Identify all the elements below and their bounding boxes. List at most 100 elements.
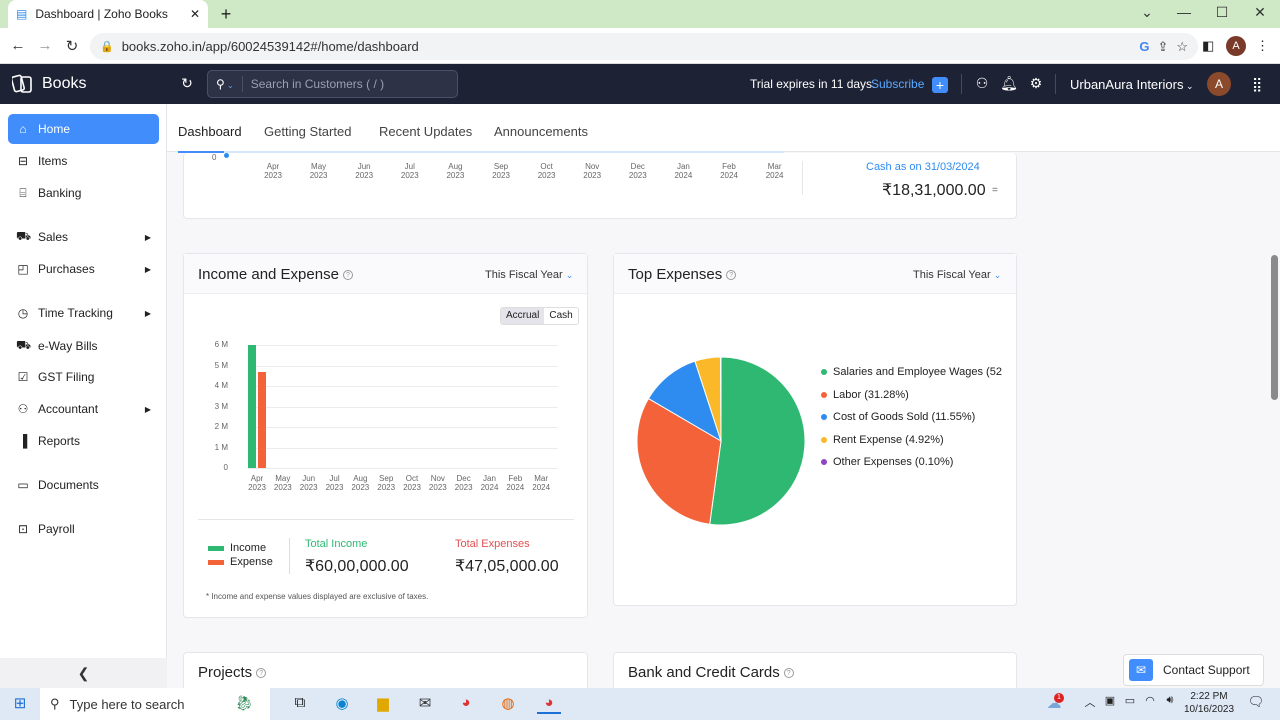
firefox-icon[interactable]: ◍ <box>501 695 515 712</box>
search-icon[interactable]: ⚲ ⌄ <box>216 77 234 91</box>
top-expenses-period-select[interactable]: This Fiscal Year ⌄ <box>913 269 1001 281</box>
browser-profile-avatar[interactable]: A <box>1226 36 1246 56</box>
share-icon[interactable]: ⇪ <box>1157 38 1169 54</box>
sidebar-item-gst-filing[interactable]: ☑ GST Filing <box>8 362 159 392</box>
page-scrollbar[interactable] <box>1271 255 1278 400</box>
income-bar[interactable] <box>248 345 256 468</box>
task-view-icon[interactable]: ⧉ <box>294 694 306 711</box>
close-window-icon[interactable]: ✕ <box>1254 4 1266 20</box>
help-icon[interactable]: ? <box>256 668 267 679</box>
google-icon[interactable]: G <box>1139 39 1150 54</box>
tab-recent-updates[interactable]: Recent Updates <box>379 124 473 139</box>
tab-getting-started[interactable]: Getting Started <box>264 124 352 139</box>
pie-slice[interactable] <box>709 356 806 526</box>
notification-center-icon[interactable]: 🗨︎ <box>1247 694 1265 709</box>
pie-slice[interactable] <box>636 397 722 525</box>
x-tick-label: Aug 2023 <box>351 474 370 492</box>
sidebar-item-accountant[interactable]: ⚇ Accountant ▶ <box>8 394 159 424</box>
tab-search-icon[interactable]: ⌄ <box>1141 4 1153 20</box>
chart-icon: ▐ <box>18 434 28 448</box>
meet-icon[interactable]: ▣ <box>1104 695 1116 707</box>
mail-app-icon[interactable]: ✉ <box>418 695 432 712</box>
income-expense-period-select[interactable]: This Fiscal Year ⌄ <box>485 269 573 281</box>
sidebar-item-banking[interactable]: ⌸ Banking <box>8 178 159 208</box>
truck-icon: ⛟ <box>16 338 32 352</box>
clock-icon: ◷ <box>17 306 29 320</box>
legend-dot <box>821 369 827 375</box>
search-input[interactable]: Search in Customers ( / ) <box>250 77 385 91</box>
header-divider-2 <box>1055 74 1056 94</box>
search-box[interactable]: ⚲ ⌄ Search in Customers ( / ) <box>207 70 458 98</box>
battery-icon[interactable]: ▭ <box>1124 695 1136 707</box>
gear-icon[interactable]: ⚙ <box>1029 75 1043 91</box>
sidebar-item-documents[interactable]: ▭ Documents <box>8 470 159 500</box>
collapse-sidebar-button[interactable]: ❮ <box>0 658 167 688</box>
tab-dashboard[interactable]: Dashboard <box>178 124 242 139</box>
tab-announcements[interactable]: Announcements <box>494 124 588 139</box>
browser-tab[interactable]: ▤ Dashboard | Zoho Books ✕ <box>8 0 208 28</box>
maximize-icon[interactable]: ☐ <box>1215 4 1229 20</box>
help-icon[interactable]: ? <box>726 270 737 281</box>
cashflow-point <box>224 153 229 158</box>
help-icon[interactable]: ? <box>342 270 353 281</box>
bell-icon[interactable]: 🔔︎ <box>1000 75 1018 91</box>
subscribe-link[interactable]: Subscribe <box>871 77 925 91</box>
gridline <box>248 406 558 408</box>
sidepanel-icon[interactable]: ◧ <box>1202 38 1215 53</box>
edge-icon[interactable]: ◉ <box>335 695 349 712</box>
volume-icon[interactable]: 🔊︎ <box>1166 694 1174 706</box>
dashboard-tabs <box>167 104 1280 152</box>
minimize-icon[interactable]: — <box>1177 4 1191 20</box>
close-tab-icon[interactable]: ✕ <box>189 7 200 21</box>
sidebar-item-home[interactable]: ⌂ Home <box>8 114 159 144</box>
help-icon[interactable]: ? <box>783 668 794 679</box>
taskbar-search-input[interactable]: Type here to search <box>69 696 185 712</box>
wifi-icon[interactable]: ◠ <box>1145 695 1155 707</box>
address-bar[interactable]: 🔒 books.zoho.in/app/60024539142#/home/da… <box>90 33 1198 60</box>
sidebar-item-purchases[interactable]: ◰ Purchases ▶ <box>8 254 159 284</box>
x-tick-label: Apr 2023 <box>248 474 266 492</box>
cash-toggle[interactable]: Cash <box>544 308 578 324</box>
dragon-widget-icon[interactable]: 🐉︎ <box>234 695 254 712</box>
quick-create-button[interactable]: + <box>932 77 948 93</box>
app-grid-icon[interactable]: ⣿ <box>1252 76 1263 92</box>
sidebar-item-time-tracking[interactable]: ◷ Time Tracking ▶ <box>8 298 159 328</box>
sidebar-item-label: Documents <box>38 478 99 492</box>
site-info-icon[interactable]: 🔒 <box>100 41 114 53</box>
expense-bar[interactable] <box>258 371 266 468</box>
pie-slice[interactable] <box>719 356 722 442</box>
new-tab-button[interactable]: + <box>220 4 232 24</box>
sidebar-item-items[interactable]: ⊟ Items <box>8 146 159 176</box>
expand-arrow-icon: ▶ <box>144 308 151 318</box>
sidebar-item-label: e-Way Bills <box>38 339 98 353</box>
pie-legend-item: Salaries and Employee Wages (52 <box>821 366 1006 378</box>
file-explorer-icon[interactable]: ▆ <box>377 695 389 712</box>
user-avatar[interactable]: A <box>1207 72 1231 96</box>
sidebar-item-sales[interactable]: ⛟ Sales ▶ <box>8 222 159 252</box>
browser-menu-icon[interactable]: ⋮ <box>1256 38 1269 53</box>
expand-arrow-icon: ▶ <box>144 404 151 414</box>
gridline <box>248 447 558 449</box>
chrome-icon[interactable]: ◕ <box>461 694 471 711</box>
back-icon[interactable]: ← <box>10 37 26 54</box>
books-logo[interactable]: Books <box>12 74 86 94</box>
gridline <box>248 345 558 346</box>
org-switcher[interactable]: UrbanAura Interiors ⌄ <box>1070 77 1194 92</box>
accrual-toggle[interactable]: Accrual <box>501 308 545 324</box>
bookmark-star-icon[interactable]: ☆ <box>1176 38 1188 54</box>
chrome-active-icon[interactable]: ◕ <box>537 694 561 714</box>
taskbar-search[interactable]: ⚲ Type here to search <box>40 688 270 720</box>
refresh-icon[interactable]: ↻ <box>181 75 193 91</box>
cashflow-line <box>224 151 784 153</box>
forward-icon[interactable]: → <box>37 37 53 54</box>
sidebar-item-eway-bills[interactable]: ⛟ e-Way Bills <box>8 331 159 361</box>
taskbar-clock[interactable]: 2:22 PM 10/16/2023 <box>1178 690 1240 716</box>
sidebar-item-reports[interactable]: ▐ Reports <box>8 426 159 456</box>
tray-chevron-icon[interactable]: ︿ <box>1084 697 1096 709</box>
contact-support-button[interactable]: ✉ Contact Support <box>1123 654 1264 686</box>
sidebar-item-payroll[interactable]: ⊡ Payroll <box>8 514 159 544</box>
reload-icon[interactable]: ↻ <box>65 38 79 55</box>
users-icon[interactable]: ⚇ <box>975 75 989 91</box>
sidebar-item-label: Purchases <box>38 262 95 276</box>
windows-start-icon[interactable]: ⊞ <box>13 695 27 712</box>
